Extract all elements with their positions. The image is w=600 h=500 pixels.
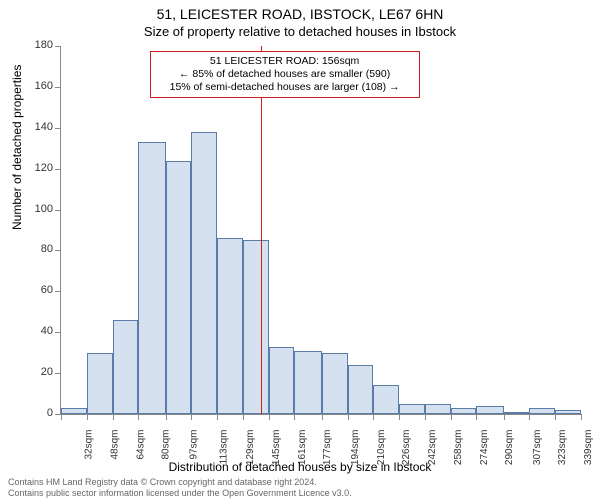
x-tick-label: 32sqm: [84, 430, 95, 460]
histogram-bar: [269, 347, 295, 414]
x-tick: [425, 414, 426, 420]
x-tick-label: 80sqm: [161, 430, 172, 460]
x-tick-label: 97sqm: [188, 430, 199, 460]
x-tick: [348, 414, 349, 420]
y-tick: [55, 87, 61, 88]
reference-line: [261, 46, 262, 414]
x-tick: [191, 414, 192, 420]
histogram-bar: [425, 404, 451, 414]
y-tick-label: 140: [23, 121, 53, 133]
histogram-bar: [138, 142, 165, 414]
x-tick: [138, 414, 139, 420]
x-tick: [166, 414, 167, 420]
x-tick: [399, 414, 400, 420]
y-tick-label: 80: [23, 243, 53, 255]
x-tick: [294, 414, 295, 420]
y-tick-label: 40: [23, 325, 53, 337]
histogram-bar: [529, 408, 555, 414]
histogram-bar: [191, 132, 217, 414]
histogram-bar: [399, 404, 425, 414]
y-tick: [55, 210, 61, 211]
x-tick: [269, 414, 270, 420]
plot-area: 02040608010012014016018032sqm48sqm64sqm8…: [60, 46, 581, 415]
histogram-bar: [373, 385, 399, 414]
histogram-bar: [348, 365, 374, 414]
x-tick: [217, 414, 218, 420]
footer-line-2: Contains public sector information licen…: [8, 488, 352, 498]
annotation-line: ← 85% of detached houses are smaller (59…: [157, 68, 413, 81]
y-tick-label: 160: [23, 80, 53, 92]
x-tick: [373, 414, 374, 420]
y-tick-label: 20: [23, 366, 53, 378]
histogram-bar: [504, 412, 530, 414]
y-tick-label: 60: [23, 284, 53, 296]
y-tick: [55, 250, 61, 251]
x-tick: [87, 414, 88, 420]
x-tick: [504, 414, 505, 420]
annotation-line: 15% of semi-detached houses are larger (…: [157, 81, 413, 94]
y-tick: [55, 128, 61, 129]
x-tick-label: 48sqm: [109, 430, 120, 460]
footer-attribution: Contains HM Land Registry data © Crown c…: [8, 477, 352, 498]
x-tick: [529, 414, 530, 420]
histogram-bar: [113, 320, 139, 414]
histogram-bar: [322, 353, 348, 414]
histogram-bar: [451, 408, 477, 414]
x-tick: [243, 414, 244, 420]
x-tick: [581, 414, 582, 420]
annotation-line: 51 LEICESTER ROAD: 156sqm: [157, 55, 413, 68]
y-tick-label: 180: [23, 39, 53, 51]
histogram-bar: [476, 406, 503, 414]
y-tick-label: 0: [23, 407, 53, 419]
histogram-bar: [555, 410, 581, 414]
y-axis-label: Number of detached properties: [10, 65, 24, 230]
x-axis-label: Distribution of detached houses by size …: [0, 460, 600, 474]
x-tick-label: 64sqm: [135, 430, 146, 460]
chart-container: 51, LEICESTER ROAD, IBSTOCK, LE67 6HN Si…: [0, 0, 600, 500]
x-tick: [451, 414, 452, 420]
y-tick: [55, 332, 61, 333]
histogram-bar: [294, 351, 321, 414]
histogram-bar: [87, 353, 113, 414]
x-tick: [61, 414, 62, 420]
y-tick-label: 120: [23, 162, 53, 174]
annotation-box: 51 LEICESTER ROAD: 156sqm← 85% of detach…: [150, 51, 420, 98]
histogram-bar: [61, 408, 87, 414]
y-tick-label: 100: [23, 203, 53, 215]
chart-title-sub: Size of property relative to detached ho…: [0, 24, 600, 39]
histogram-bar: [243, 240, 269, 414]
y-tick: [55, 373, 61, 374]
y-tick: [55, 46, 61, 47]
y-tick: [55, 291, 61, 292]
histogram-bar: [166, 161, 192, 415]
footer-line-1: Contains HM Land Registry data © Crown c…: [8, 477, 352, 487]
chart-title-main: 51, LEICESTER ROAD, IBSTOCK, LE67 6HN: [0, 6, 600, 22]
histogram-bar: [217, 238, 243, 414]
x-tick: [555, 414, 556, 420]
x-tick: [476, 414, 477, 420]
x-tick: [322, 414, 323, 420]
y-tick: [55, 169, 61, 170]
x-tick: [113, 414, 114, 420]
